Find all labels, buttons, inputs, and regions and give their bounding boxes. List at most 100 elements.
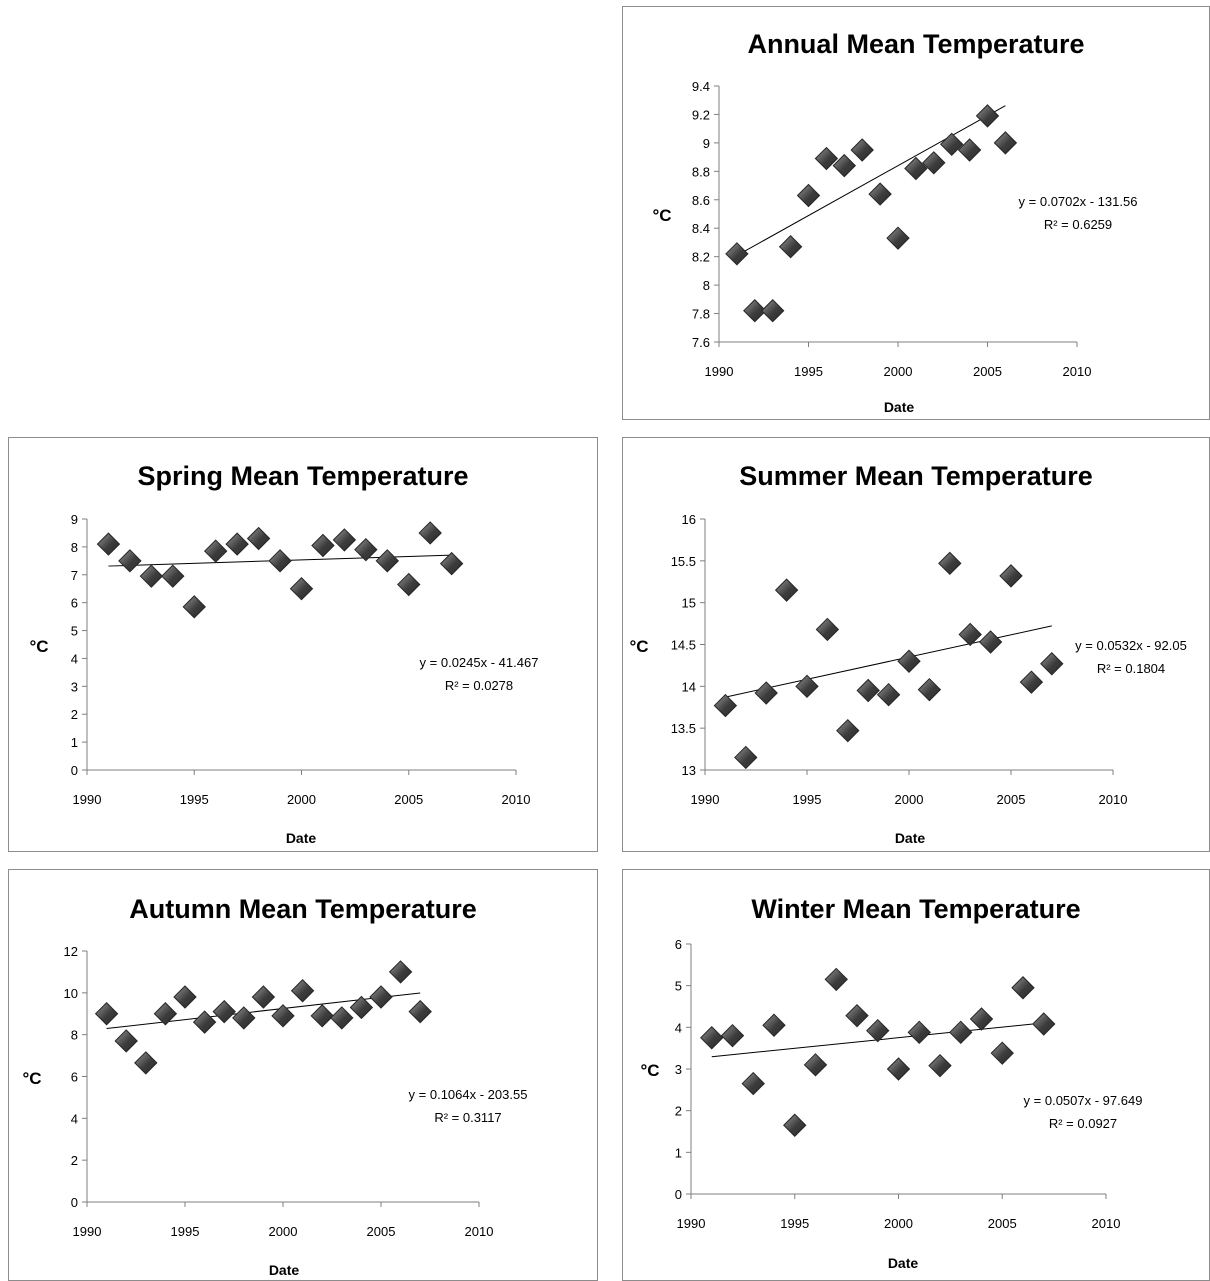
y-axis-label: °C	[629, 637, 648, 656]
data-point-marker	[173, 985, 197, 1009]
data-point-marker	[897, 649, 921, 673]
x-tick-label: 2000	[287, 792, 316, 807]
y-tick-label: 10	[64, 986, 78, 1001]
trendline-equation: y = 0.0532x - 92.05	[1075, 638, 1187, 653]
y-tick-label: 0	[71, 1195, 78, 1210]
x-tick-label: 2005	[394, 792, 423, 807]
y-tick-label: 8.2	[692, 250, 710, 265]
data-point-marker	[803, 1053, 828, 1077]
data-point-marker	[734, 745, 758, 770]
y-tick-label: 9	[703, 136, 710, 151]
data-point-marker	[939, 132, 964, 157]
r-squared-label: R² = 0.0278	[445, 678, 513, 693]
x-tick-label: 2000	[895, 792, 924, 807]
data-point-marker	[251, 985, 276, 1009]
data-point-marker	[311, 533, 335, 558]
data-point-marker	[832, 153, 857, 178]
data-point-marker	[886, 226, 910, 250]
y-tick-label: 1	[675, 1145, 682, 1160]
data-point-marker	[783, 1113, 807, 1137]
y-tick-label: 8	[71, 540, 78, 555]
data-point-marker	[969, 1007, 994, 1031]
data-point-marker	[1040, 652, 1064, 676]
y-tick-label: 2	[675, 1104, 682, 1119]
data-point-marker	[815, 617, 840, 642]
data-point-marker	[153, 1002, 178, 1026]
x-tick-label: 2010	[502, 792, 531, 807]
data-point-marker	[949, 1020, 973, 1045]
chart-title: Spring Mean Temperature	[137, 461, 468, 491]
data-point-marker	[246, 526, 271, 551]
data-point-marker	[762, 1013, 786, 1037]
data-point-marker	[375, 549, 400, 573]
data-point-marker	[907, 1020, 931, 1045]
trendline	[106, 992, 421, 1030]
y-tick-label: 9	[71, 512, 78, 527]
data-point-marker	[332, 528, 357, 552]
data-point-marker	[1019, 670, 1044, 694]
data-point-marker	[850, 138, 874, 162]
data-point-marker	[754, 681, 778, 705]
data-point-marker	[978, 630, 1003, 654]
data-point-marker	[928, 1053, 952, 1078]
data-point-marker	[388, 960, 413, 984]
data-point-marker	[774, 578, 799, 602]
data-point-marker	[134, 1051, 158, 1075]
data-point-marker	[268, 549, 292, 573]
x-tick-label: 1995	[171, 1224, 200, 1239]
data-point-marker	[778, 235, 803, 259]
winter-chart-svg: Winter Mean Temperature y = 0.0507x - 97…	[640, 894, 1143, 1271]
data-point-marker	[824, 967, 848, 992]
y-tick-label: 6	[675, 937, 682, 952]
x-tick-label: 2005	[973, 364, 1002, 379]
data-point-marker	[957, 138, 982, 162]
chart-panel-summer: Summer Mean Temperature y = 0.0532x - 92…	[622, 437, 1210, 852]
y-tick-label: 5	[71, 624, 78, 639]
data-point-marker	[886, 1057, 911, 1081]
data-point-marker	[203, 539, 228, 563]
x-tick-label: 1995	[794, 364, 823, 379]
trendline-equation: y = 0.0702x - 131.56	[1019, 194, 1138, 209]
trendline-equation: y = 0.0507x - 97.649	[1024, 1093, 1143, 1108]
x-axis-label: Date	[286, 830, 317, 846]
y-tick-label: 6	[71, 596, 78, 611]
y-tick-label: 15.5	[671, 554, 696, 569]
y-tick-label: 8.6	[692, 193, 710, 208]
data-point-marker	[795, 674, 819, 699]
data-point-marker	[118, 549, 142, 573]
y-tick-label: 13.5	[671, 721, 696, 736]
data-point-marker	[94, 1002, 119, 1026]
y-tick-label: 7	[71, 568, 78, 583]
data-point-marker	[990, 1041, 1014, 1065]
x-tick-label: 1990	[705, 364, 734, 379]
r-squared-label: R² = 0.1804	[1097, 661, 1165, 676]
data-point-marker	[845, 1003, 869, 1028]
x-tick-label: 2010	[465, 1224, 494, 1239]
y-tick-label: 0	[71, 763, 78, 778]
data-point-marker	[408, 999, 432, 1024]
data-point-marker	[349, 995, 374, 1020]
autumn-chart-svg: Autumn Mean Temperature y = 0.1064x - 20…	[22, 894, 528, 1278]
y-tick-label: 0	[675, 1187, 682, 1202]
y-tick-label: 15	[682, 596, 696, 611]
y-tick-label: 5	[675, 979, 682, 994]
y-tick-label: 1	[71, 735, 78, 750]
chart-title: Autumn Mean Temperature	[129, 894, 477, 924]
data-point-marker	[958, 622, 982, 647]
y-tick-label: 8	[703, 278, 710, 293]
chart-title: Annual Mean Temperature	[747, 29, 1084, 59]
spring-chart-svg: Spring Mean Temperature y = 0.0245x - 41…	[29, 461, 538, 846]
summer-chart-svg: Summer Mean Temperature y = 0.0532x - 92…	[629, 461, 1187, 846]
chart-title: Winter Mean Temperature	[751, 894, 1080, 924]
trendline-equation: y = 0.1064x - 203.55	[409, 1087, 528, 1102]
y-tick-label: 3	[675, 1062, 682, 1077]
data-point-marker	[796, 183, 821, 208]
x-axis-label: Date	[888, 1255, 919, 1271]
x-tick-label: 1995	[180, 792, 209, 807]
data-point-marker	[904, 156, 928, 181]
x-axis-label: Date	[895, 830, 926, 846]
data-point-marker	[760, 299, 785, 323]
data-point-marker	[720, 1023, 745, 1048]
data-point-marker	[922, 151, 946, 175]
data-point-marker	[354, 537, 378, 562]
